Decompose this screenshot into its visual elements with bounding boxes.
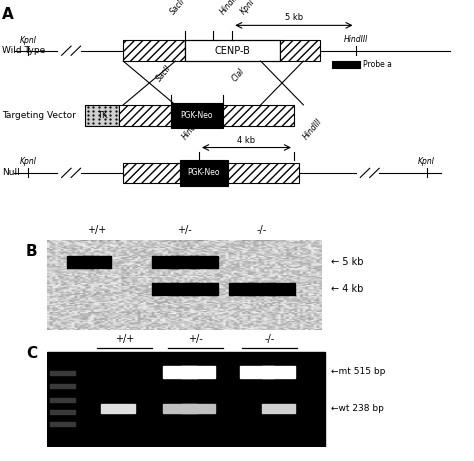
Text: ← 4 kb: ← 4 kb — [330, 284, 363, 294]
Text: -/-: -/- — [264, 334, 274, 344]
Bar — [228, 163, 299, 183]
Text: HindIII: HindIII — [301, 117, 324, 142]
Bar — [163, 404, 197, 413]
Text: Targeting Vector: Targeting Vector — [2, 111, 76, 120]
Bar — [67, 256, 94, 268]
Text: ←wt 238 bp: ←wt 238 bp — [331, 404, 384, 413]
Bar — [83, 256, 110, 268]
Text: HindIII: HindIII — [181, 117, 203, 142]
Text: +/+: +/+ — [87, 225, 107, 235]
Bar — [51, 371, 75, 375]
Bar — [152, 283, 179, 296]
Bar — [123, 163, 180, 183]
Text: Probe a: Probe a — [363, 59, 392, 69]
Bar — [191, 283, 218, 296]
Text: PGK-Neo: PGK-Neo — [188, 168, 220, 177]
Bar — [223, 105, 294, 125]
Text: A: A — [2, 7, 14, 22]
Bar — [240, 366, 274, 378]
Bar — [51, 397, 75, 402]
Text: Wild Type: Wild Type — [2, 46, 46, 55]
Bar — [185, 41, 280, 61]
Text: CENP-B: CENP-B — [214, 46, 250, 56]
Bar — [180, 160, 228, 185]
Text: -/-: -/- — [257, 225, 267, 235]
Bar — [171, 256, 199, 268]
Text: HindIII: HindIII — [218, 0, 241, 16]
Bar — [182, 404, 215, 413]
Bar — [51, 410, 75, 414]
Text: B: B — [26, 244, 37, 259]
Bar — [171, 283, 199, 296]
Bar — [123, 41, 185, 61]
Text: 5 kb: 5 kb — [285, 13, 303, 22]
Bar — [248, 283, 275, 296]
Text: ClaI: ClaI — [230, 66, 246, 83]
Bar — [118, 105, 171, 125]
Bar — [51, 384, 75, 388]
Text: KpnI: KpnI — [418, 157, 435, 166]
Bar — [182, 366, 215, 378]
Text: Null: Null — [2, 168, 20, 177]
Bar — [152, 256, 179, 268]
Text: TK: TK — [97, 111, 107, 120]
Text: ← 5 kb: ← 5 kb — [330, 257, 363, 267]
Text: KpnI: KpnI — [20, 157, 37, 166]
Bar — [51, 422, 75, 426]
Text: SacII: SacII — [168, 0, 187, 16]
Bar — [171, 103, 223, 128]
Text: C: C — [26, 347, 37, 361]
Text: +/-: +/- — [188, 334, 203, 344]
Text: KpnI: KpnI — [239, 0, 257, 16]
Bar — [191, 256, 218, 268]
Bar — [262, 366, 295, 378]
Bar — [101, 404, 135, 413]
Bar — [163, 366, 197, 378]
Bar — [332, 60, 360, 68]
Bar — [85, 105, 118, 125]
Text: HindIII: HindIII — [343, 35, 368, 44]
Text: PGK-Neo: PGK-Neo — [181, 111, 213, 120]
Text: 4 kb: 4 kb — [237, 136, 255, 145]
Text: +/-: +/- — [177, 225, 192, 235]
Text: ←mt 515 bp: ←mt 515 bp — [331, 367, 385, 376]
Bar — [280, 41, 320, 61]
Text: KpnI: KpnI — [20, 36, 37, 45]
Text: +/+: +/+ — [115, 334, 134, 344]
Bar — [267, 283, 295, 296]
Text: SacII: SacII — [154, 63, 173, 83]
Bar — [262, 404, 295, 413]
Bar — [229, 283, 256, 296]
